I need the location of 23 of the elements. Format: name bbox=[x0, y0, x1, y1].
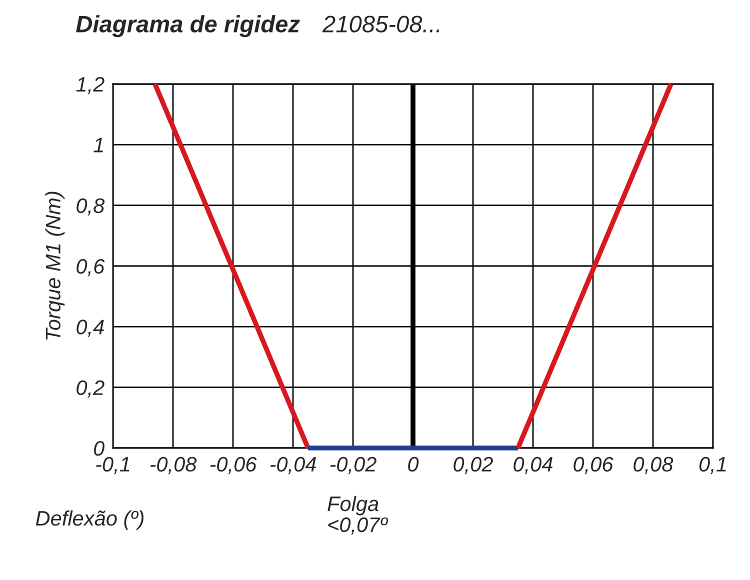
chart-title: Diagrama de rigidez bbox=[76, 15, 300, 38]
text: Deflexão (º) bbox=[36, 510, 144, 530]
x-tick-label: 0,1 bbox=[699, 456, 726, 474]
y-tick-label: 0 bbox=[94, 441, 104, 456]
x-tick-label: 0,04 bbox=[514, 456, 552, 474]
text: Folga <0,07º bbox=[328, 496, 388, 535]
x-tick-label: 0,06 bbox=[574, 456, 614, 474]
y-tick-label: 1,2 bbox=[76, 77, 104, 94]
x-tick-label: -0,06 bbox=[210, 456, 257, 474]
x-tick-label: -0,08 bbox=[150, 456, 197, 474]
y-axis-title: Torque M1 (Nm) bbox=[45, 192, 65, 340]
y-tick-label: 0,6 bbox=[76, 259, 105, 276]
x-tick-label: -0,02 bbox=[330, 456, 376, 474]
y-tick-label: 0,2 bbox=[76, 380, 104, 398]
y-tick-label: 0,4 bbox=[76, 320, 104, 337]
x-tick-label: 0 bbox=[408, 456, 419, 472]
x-tick-label: -0,04 bbox=[270, 456, 316, 474]
x-tick-label: 0,02 bbox=[454, 456, 493, 474]
x-tick-label: -0,1 bbox=[96, 456, 130, 474]
x-tick-label: 0,08 bbox=[634, 456, 674, 474]
y-tick-label: 0,8 bbox=[76, 198, 105, 216]
y-tick-label: 1 bbox=[94, 138, 103, 152]
chart-subtitle: 21085-08... bbox=[322, 16, 440, 32]
